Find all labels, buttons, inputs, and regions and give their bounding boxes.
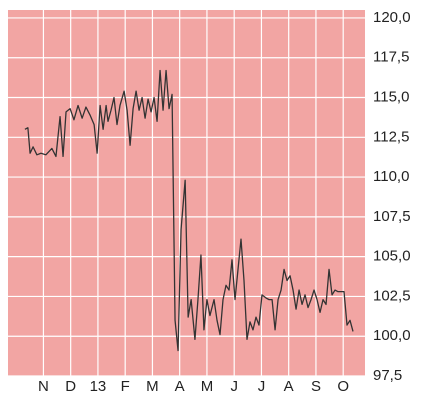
- x-tick-label: F: [121, 378, 130, 395]
- x-tick-label: A: [175, 378, 185, 395]
- y-tick-label: 107,5: [373, 208, 411, 225]
- x-tick-label: 13: [90, 378, 107, 395]
- x-tick-label: S: [311, 378, 321, 395]
- x-tick-label: M: [146, 378, 159, 395]
- y-tick-label: 115,0: [373, 88, 409, 105]
- y-tick-label: 112,5: [373, 128, 409, 145]
- x-tick-label: D: [65, 378, 76, 395]
- y-tick-label: 110,0: [373, 168, 409, 185]
- y-tick-label: 117,5: [373, 49, 409, 66]
- line-series: [24, 69, 354, 352]
- y-tick-label: 100,0: [373, 327, 411, 344]
- x-tick-label: J: [230, 378, 238, 395]
- x-tick-label: J: [258, 378, 266, 395]
- x-tick-label: N: [38, 378, 49, 395]
- y-tick-label: 105,0: [373, 248, 411, 265]
- plot-area: [8, 10, 365, 376]
- y-tick-label: 102,5: [373, 287, 411, 304]
- x-tick-label: A: [284, 378, 294, 395]
- x-tick-label: O: [337, 378, 349, 395]
- y-tick-label: 97,5: [373, 367, 402, 384]
- x-tick-label: M: [201, 378, 214, 395]
- y-tick-label: 120,0: [373, 9, 411, 26]
